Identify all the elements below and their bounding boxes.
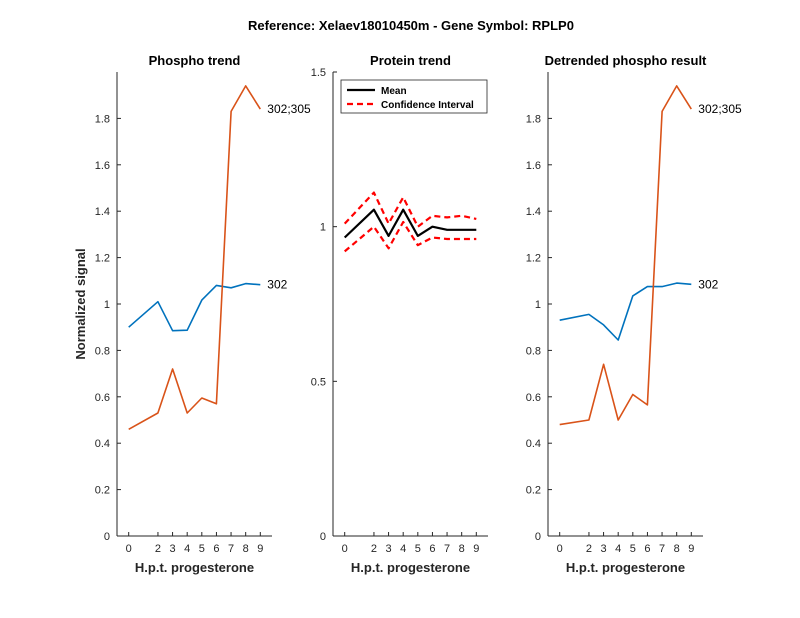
x-tick-label: 3 — [601, 543, 607, 555]
x-tick-label: 2 — [371, 543, 377, 555]
x-tick-label: 7 — [444, 543, 450, 555]
y-tick-label: 0.2 — [526, 485, 541, 497]
y-tick-label: 0 — [104, 531, 110, 543]
y-tick-label: 0 — [320, 531, 326, 543]
subplot-title: Phospho trend — [149, 53, 241, 68]
x-tick-label: 2 — [586, 543, 592, 555]
x-tick-label: 4 — [184, 543, 190, 555]
figure-suptitle: Reference: Xelaev18010450m - Gene Symbol… — [248, 18, 574, 33]
series-line-2 — [343, 191, 477, 228]
y-tick-label: 0.4 — [526, 438, 541, 450]
x-axis-label: H.p.t. progesterone — [566, 560, 685, 575]
y-tick-label: 0.2 — [95, 485, 110, 497]
x-tick-label: 0 — [126, 543, 132, 555]
y-tick-label: 1.5 — [311, 67, 326, 79]
subplot-3: Detrended phospho result 0 2 3 4 5 6 7 8 9 0 0.2 0.4… — [526, 53, 742, 575]
x-tick-label: 6 — [644, 543, 650, 555]
x-tick-label: 7 — [659, 543, 665, 555]
series-end-label: 302;305 — [267, 102, 311, 116]
subplot-1: Phospho trend 0 2 3 4 5 6 7 8 9 0 0.2 0.4 0.6 0.8 1 1.2 1… — [73, 53, 311, 575]
series-end-label: 302;305 — [698, 102, 742, 116]
x-tick-label: 9 — [688, 543, 694, 555]
x-tick-label: 6 — [213, 543, 219, 555]
y-tick-label: 0.8 — [526, 345, 541, 357]
x-tick-label: 3 — [386, 543, 392, 555]
x-tick-label: 0 — [557, 543, 563, 555]
y-tick-label: 0.6 — [526, 392, 541, 404]
series-line-2 — [128, 85, 261, 430]
x-tick-label: 7 — [228, 543, 234, 555]
y-axis-label: Normalized signal — [73, 248, 88, 359]
y-tick-label: 1.2 — [526, 253, 541, 265]
y-tick-label: 1 — [535, 299, 541, 311]
legend-entry-label: Confidence Interval — [381, 100, 474, 111]
legend: Mean Confidence Interval — [340, 79, 488, 114]
y-tick-label: 1.4 — [526, 206, 541, 218]
y-tick-label: 1 — [104, 299, 110, 311]
x-tick-label: 8 — [674, 543, 680, 555]
x-tick-label: 6 — [429, 543, 435, 555]
y-tick-label: 0.4 — [95, 438, 110, 450]
x-tick-label: 8 — [243, 543, 249, 555]
x-tick-label: 8 — [459, 543, 465, 555]
x-tick-label: 9 — [257, 543, 263, 555]
series-line-1 — [343, 208, 477, 239]
x-tick-label: 4 — [615, 543, 621, 555]
y-tick-label: 1.6 — [95, 160, 110, 172]
series-end-label: 302 — [698, 277, 718, 291]
legend-box — [340, 79, 488, 114]
y-tick-label: 0 — [535, 531, 541, 543]
y-tick-label: 1.2 — [95, 253, 110, 265]
x-tick-label: 0 — [342, 543, 348, 555]
y-tick-label: 1 — [320, 222, 326, 234]
y-tick-label: 0.6 — [95, 392, 110, 404]
legend-entry-label: Mean — [381, 86, 407, 97]
subplot-title: Protein trend — [370, 53, 451, 68]
x-axis-label: H.p.t. progesterone — [351, 560, 470, 575]
x-tick-label: 5 — [630, 543, 636, 555]
series-line-3 — [343, 220, 477, 253]
series-line-1 — [559, 282, 692, 341]
subplot-title: Detrended phospho result — [545, 53, 707, 68]
series-line-1 — [128, 282, 261, 332]
x-tick-label: 3 — [170, 543, 176, 555]
y-tick-label: 0.5 — [311, 376, 326, 388]
series-line-2 — [559, 85, 692, 426]
x-axis-label: H.p.t. progesterone — [135, 560, 254, 575]
x-tick-label: 2 — [155, 543, 161, 555]
subplot-2: Protein trend 0 2 3 4 5 6 7 8 9 0 0.5 1 1.5 H.p.t. pro… — [311, 53, 488, 575]
y-tick-label: 0.8 — [95, 345, 110, 357]
series-end-label: 302 — [267, 278, 287, 292]
y-tick-label: 1.4 — [95, 206, 110, 218]
x-tick-label: 5 — [199, 543, 205, 555]
y-tick-label: 1.6 — [526, 160, 541, 172]
y-tick-label: 1.8 — [95, 113, 110, 125]
x-tick-label: 5 — [415, 543, 421, 555]
x-tick-label: 4 — [400, 543, 406, 555]
y-tick-label: 1.8 — [526, 113, 541, 125]
x-tick-label: 9 — [473, 543, 479, 555]
